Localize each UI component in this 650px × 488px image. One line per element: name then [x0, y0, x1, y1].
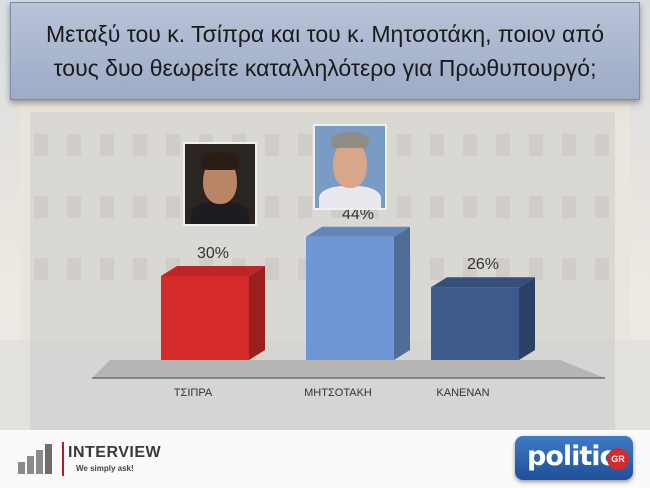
bar-front-0	[161, 276, 249, 360]
category-label-1: ΜΗΤΣΟΤΑΚΗ	[304, 387, 372, 399]
bar-side-1	[394, 226, 410, 360]
title-banner: Μεταξύ του κ. Τσίπρα και του κ. Μητσοτάκ…	[10, 2, 640, 100]
data-label-0: 30%	[197, 245, 229, 262]
interview-logo: INTERVIEW We simply ask!	[18, 442, 168, 478]
data-label-2: 26%	[467, 256, 499, 273]
bar-front-1	[306, 236, 394, 360]
category-label-0: ΤΣΙΠΡΑ	[174, 387, 213, 399]
data-label-1: 44%	[342, 206, 374, 223]
politic-logo-text: politic	[527, 441, 616, 472]
interview-tagline: We simply ask!	[76, 464, 134, 473]
politic-gr-badge: GR	[607, 448, 629, 470]
bar-side-2	[519, 277, 535, 360]
bar-front-2	[431, 287, 519, 360]
tsipras-portrait-photo	[183, 142, 257, 226]
mitsotakis-portrait-photo	[313, 124, 387, 210]
bar-side-0	[249, 266, 265, 360]
chart-title: Μεταξύ του κ. Τσίπρα και του κ. Μητσοτάκ…	[46, 21, 604, 81]
category-label-2: ΚΑΝΕΝΑΝ	[436, 387, 489, 399]
bar-top-1	[306, 226, 410, 237]
chart-floor	[92, 360, 605, 378]
politic-logo: politic GR	[515, 436, 633, 480]
interview-logo-text: INTERVIEW	[68, 444, 162, 461]
bar-top-0	[161, 266, 265, 276]
bar-top-2	[431, 277, 535, 288]
interview-bars-icon	[18, 444, 58, 474]
